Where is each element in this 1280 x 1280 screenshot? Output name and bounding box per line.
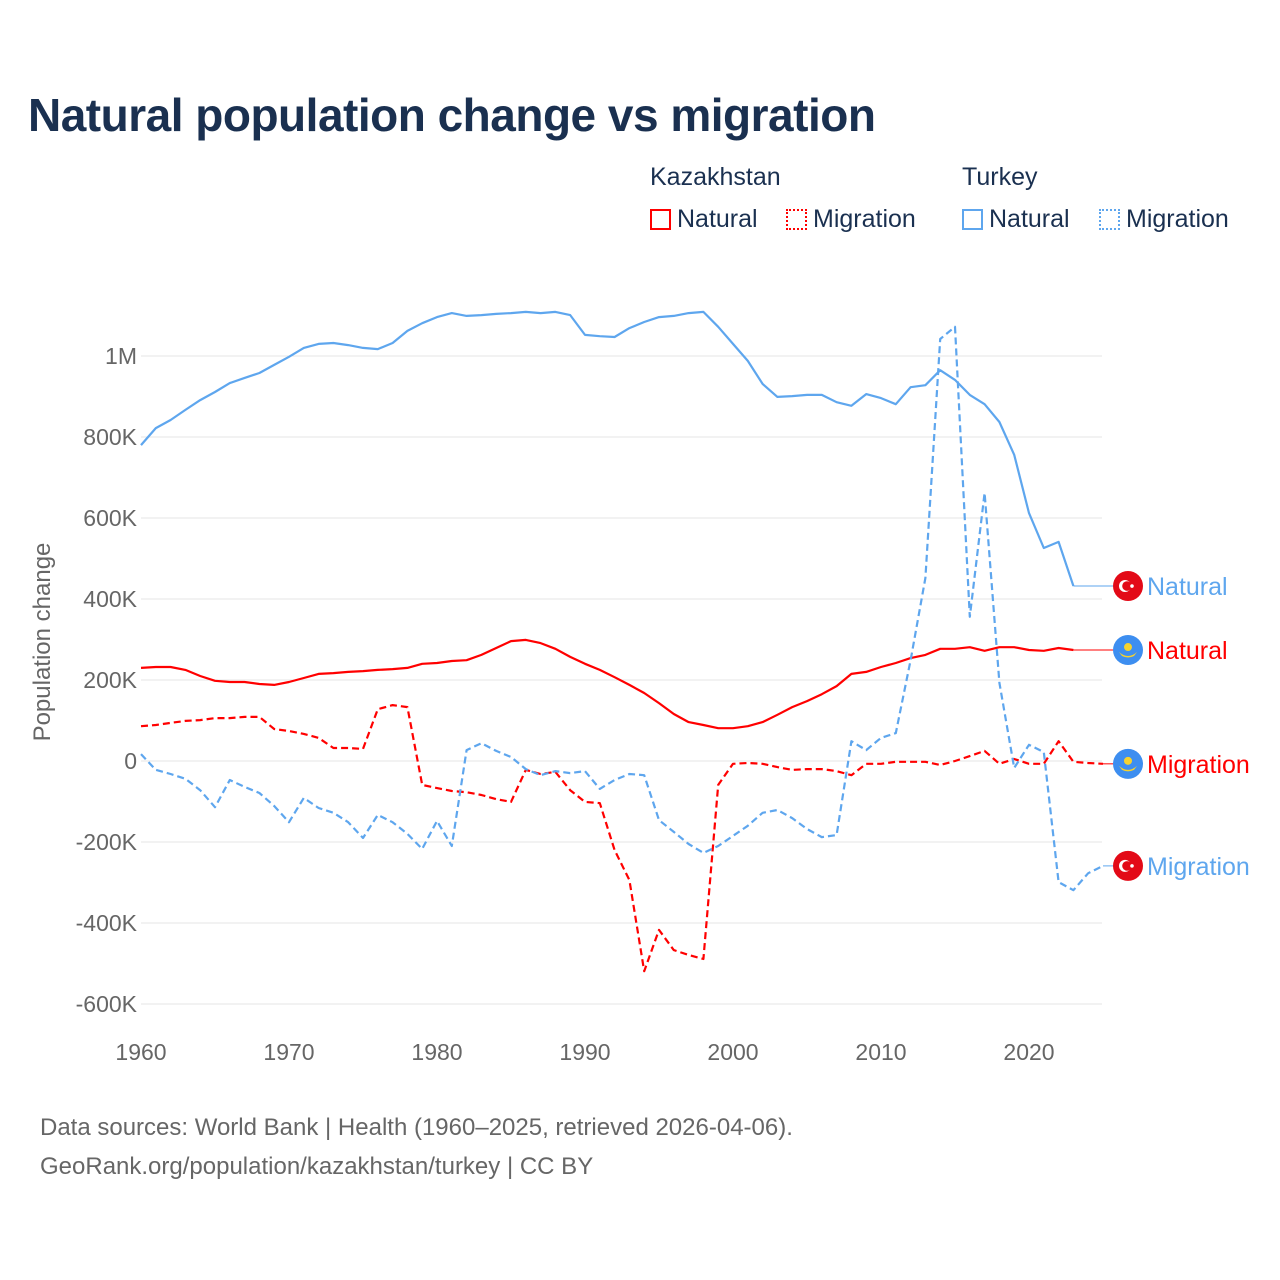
legend-swatch <box>962 209 983 230</box>
series-line-kazakhstan-natural <box>140 638 1074 730</box>
legend-group-turkey: Turkey <box>962 163 1038 191</box>
y-tick-label: 200K <box>83 667 137 693</box>
turkey-flag-icon <box>1113 850 1143 881</box>
legend-group-kazakhstan: Kazakhstan <box>650 163 781 191</box>
series-line-turkey-migration <box>140 325 1104 892</box>
legend-label: Migration <box>1126 205 1229 233</box>
kazakhstan-flag-icon <box>1113 748 1143 779</box>
star <box>1130 584 1134 588</box>
series-end-label: Natural <box>1147 573 1228 601</box>
x-tick-label: 2020 <box>1003 1039 1054 1065</box>
y-tick-label: 1M <box>105 343 137 369</box>
y-tick-label: -200K <box>76 829 138 855</box>
series-end-label: Natural <box>1147 637 1228 665</box>
series-end-label: Migration <box>1147 751 1250 779</box>
chart-title: Natural population change vs migration <box>28 89 876 141</box>
legend-swatch <box>650 209 671 230</box>
y-axis-label: Population change <box>29 543 56 742</box>
footer-sources: Data sources: World Bank | Health (1960–… <box>40 1114 793 1141</box>
x-tick-label: 1980 <box>411 1039 462 1065</box>
y-tick-label: 600K <box>83 505 137 531</box>
y-tick-label: 0 <box>124 748 137 774</box>
y-tick-label: -400K <box>76 910 138 936</box>
y-tick-label: -600K <box>76 991 138 1017</box>
footer-link[interactable]: GeoRank.org/population/kazakhstan/turkey… <box>40 1153 594 1180</box>
series-end-label: Migration <box>1147 853 1250 881</box>
legend-swatch <box>1099 209 1120 230</box>
legend-turkey-natural[interactable]: Natural <box>962 205 1070 234</box>
kazakhstan-flag-icon <box>1113 635 1143 666</box>
legend-turkey-migration[interactable]: Migration <box>1099 205 1229 234</box>
y-tick-label: 800K <box>83 424 137 450</box>
sun <box>1124 756 1132 765</box>
x-tick-label: 2010 <box>855 1039 906 1065</box>
legend-label: Migration <box>813 205 916 233</box>
y-tick-label: 400K <box>83 586 137 612</box>
eagle <box>1119 765 1137 772</box>
x-tick-label: 1970 <box>263 1039 314 1065</box>
legend-kazakhstan-migration[interactable]: Migration <box>786 205 916 234</box>
crescent-cut <box>1122 861 1132 871</box>
x-tick-label: 2000 <box>707 1039 758 1065</box>
series-line-kazakhstan-migration <box>140 703 1104 973</box>
eagle <box>1119 652 1137 658</box>
turkey-flag-icon <box>1113 571 1143 602</box>
footer: Data sources: World Bank | Health (1960–… <box>40 1108 793 1186</box>
x-tick-label: 1960 <box>115 1039 166 1065</box>
series-line-turkey-natural <box>140 310 1075 587</box>
crescent-cut <box>1122 581 1132 591</box>
x-tick-label: 1990 <box>559 1039 610 1065</box>
legend-swatch <box>786 209 807 230</box>
sun <box>1124 643 1132 652</box>
legend-label: Natural <box>989 205 1070 233</box>
legend-label: Natural <box>677 205 758 233</box>
star <box>1130 864 1134 868</box>
legend-kazakhstan-natural[interactable]: Natural <box>650 205 758 234</box>
